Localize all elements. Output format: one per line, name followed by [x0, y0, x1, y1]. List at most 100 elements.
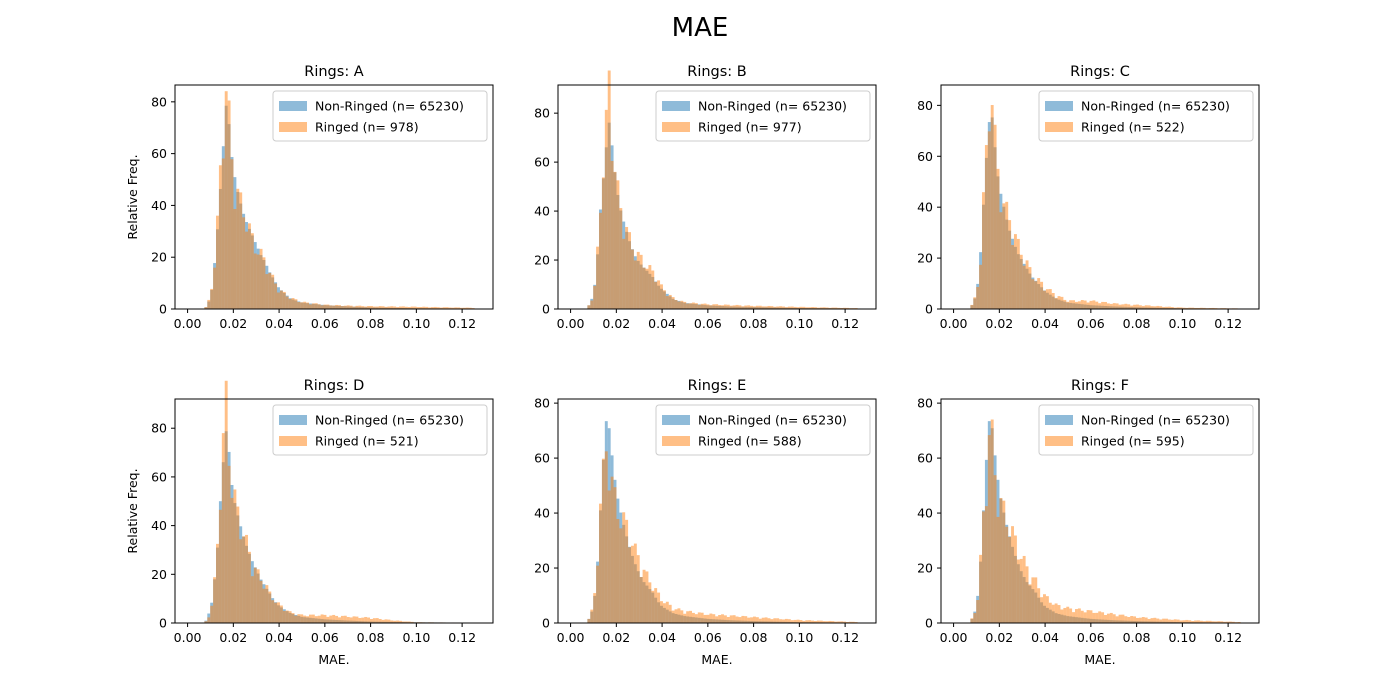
x-tick-label: 0.12 — [831, 316, 859, 331]
histogram-bar — [825, 307, 829, 309]
histogram-bar — [399, 620, 402, 623]
histogram-bar — [314, 616, 318, 623]
x-tick-label: 0.10 — [1168, 316, 1196, 331]
x-tick-label: 0.12 — [448, 316, 476, 331]
legend-swatch — [662, 122, 690, 132]
histogram-bar — [245, 534, 248, 623]
histogram-bar — [465, 307, 469, 309]
histogram-bar — [622, 238, 626, 309]
histogram-bar — [715, 304, 719, 309]
histogram-bar — [236, 506, 240, 623]
legend-swatch — [662, 101, 690, 111]
histogram-bar — [1069, 300, 1073, 309]
axes-frame — [557, 84, 877, 310]
histogram-bar — [390, 306, 394, 309]
histogram-bar — [601, 177, 605, 309]
legend-swatch — [279, 415, 307, 425]
histogram-bar — [1104, 614, 1107, 623]
histogram-bar — [604, 109, 608, 309]
y-tick-label: 40 — [534, 204, 550, 219]
legend-frame — [655, 90, 871, 142]
histogram-bar — [639, 577, 643, 623]
x-tick-label: 0.04 — [265, 630, 293, 645]
histogram-bar — [628, 232, 631, 309]
histogram-bar — [686, 303, 690, 309]
y-tick-label: 60 — [917, 149, 933, 164]
histogram-bar — [425, 306, 429, 309]
histogram-bar — [1167, 306, 1171, 309]
x-tick-label: 0.04 — [1031, 630, 1059, 645]
x-tick-label: 0.10 — [402, 630, 430, 645]
legend: Non-Ringed (n= 65230) Ringed (n= 977) — [655, 90, 871, 142]
histogram-bar — [1013, 234, 1017, 309]
legend-swatch — [1045, 436, 1073, 446]
axes-frame — [940, 84, 1260, 310]
histogram-bar — [625, 226, 629, 309]
histogram-bar — [828, 620, 832, 623]
histogram-bar — [636, 555, 640, 623]
histogram-bar — [326, 304, 330, 309]
histogram-bar — [1153, 617, 1157, 623]
histogram-bar — [767, 618, 771, 623]
histogram-bar — [230, 497, 234, 623]
histogram-bar — [630, 545, 634, 623]
histogram-bar — [729, 615, 733, 623]
histogram-bar — [755, 617, 759, 623]
histogram-bar — [993, 124, 997, 310]
histogram-bar — [750, 617, 754, 623]
histogram-bar — [787, 619, 791, 623]
y-tick-label: 60 — [151, 469, 167, 484]
histogram-bar — [1202, 621, 1206, 623]
histogram-bar — [1019, 254, 1023, 309]
histogram-bar — [773, 306, 777, 309]
x-axis-label: MAE. — [1084, 652, 1115, 667]
histogram-bar — [776, 618, 780, 623]
histogram-bar — [665, 296, 669, 309]
histogram-bar — [396, 620, 400, 623]
histogram-bar — [590, 300, 594, 309]
x-tick-label: 0.00 — [557, 316, 585, 331]
histogram-bar — [819, 307, 823, 309]
histogram-bar — [387, 619, 391, 623]
histogram-bar — [230, 159, 234, 309]
histogram-bar — [625, 519, 629, 623]
histogram-bar — [1214, 621, 1218, 623]
histogram-bar — [718, 305, 722, 309]
histogram-bar — [1199, 307, 1203, 309]
histogram-bar — [1182, 620, 1186, 623]
histogram-bar — [654, 588, 658, 623]
histogram-bar — [843, 621, 846, 623]
histogram-bar — [445, 307, 449, 309]
histogram-bar — [718, 615, 722, 623]
histogram-bar — [642, 267, 646, 309]
histogram-bar — [993, 475, 997, 623]
series-ringed-bars — [587, 70, 858, 310]
histogram-bar — [610, 160, 614, 309]
histogram-bar — [1162, 618, 1166, 623]
histogram-bar — [311, 614, 315, 623]
histogram-bar — [1089, 300, 1093, 309]
histogram-bar — [996, 516, 1000, 623]
histogram-bar — [338, 305, 341, 309]
histogram-bar — [796, 619, 800, 623]
histogram-bar — [381, 619, 385, 623]
legend: Non-Ringed (n= 65230) Ringed (n= 595) — [1038, 404, 1254, 456]
y-tick-label: 20 — [917, 251, 933, 266]
histogram-bar — [738, 305, 742, 309]
histogram-bar — [410, 306, 414, 309]
histogram-bar — [250, 233, 254, 309]
histogram-bar — [451, 307, 455, 309]
histogram-bar — [413, 306, 417, 309]
histogram-bar — [1141, 305, 1145, 309]
y-tick-label: 40 — [917, 200, 933, 215]
histogram-bar — [1095, 301, 1099, 309]
axes-frame — [174, 398, 494, 624]
histogram-bar — [253, 253, 257, 309]
histogram-bar — [291, 298, 295, 309]
histogram-bar — [1118, 614, 1122, 623]
histogram-bar — [439, 307, 443, 309]
histogram-bar — [593, 593, 597, 623]
x-tick-label: 0.04 — [1031, 316, 1059, 331]
histogram-bar — [753, 616, 756, 623]
